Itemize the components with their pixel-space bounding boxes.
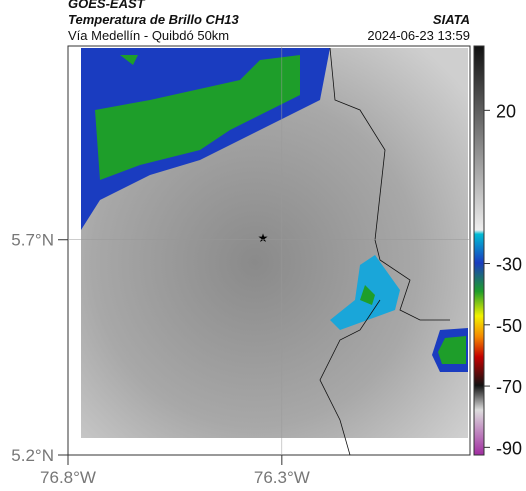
lat-label: 5.2°N [11,446,54,465]
city-marker: ★ [258,231,269,245]
satellite: GOES-EAST [68,0,146,11]
colorbar-label: -50 [496,316,522,336]
product: Temperatura de Brillo CH13 [68,12,240,27]
colorbar-label: -70 [496,377,522,397]
imagery: ★ [67,45,471,456]
lon-label: 76.3°W [254,468,310,487]
colorbar-label: -90 [496,438,522,458]
source: SIATA [433,12,470,27]
lon-label: 76.8°W [40,468,96,487]
colorbar-label: 20 [496,101,516,121]
datetime: 2024-06-23 13:59 [367,28,470,43]
lat-label: 5.7°N [11,231,54,250]
colorbar [473,45,485,456]
colorbar-label: -30 [496,255,522,275]
region: Vía Medellín - Quibdó 50km [68,28,229,43]
